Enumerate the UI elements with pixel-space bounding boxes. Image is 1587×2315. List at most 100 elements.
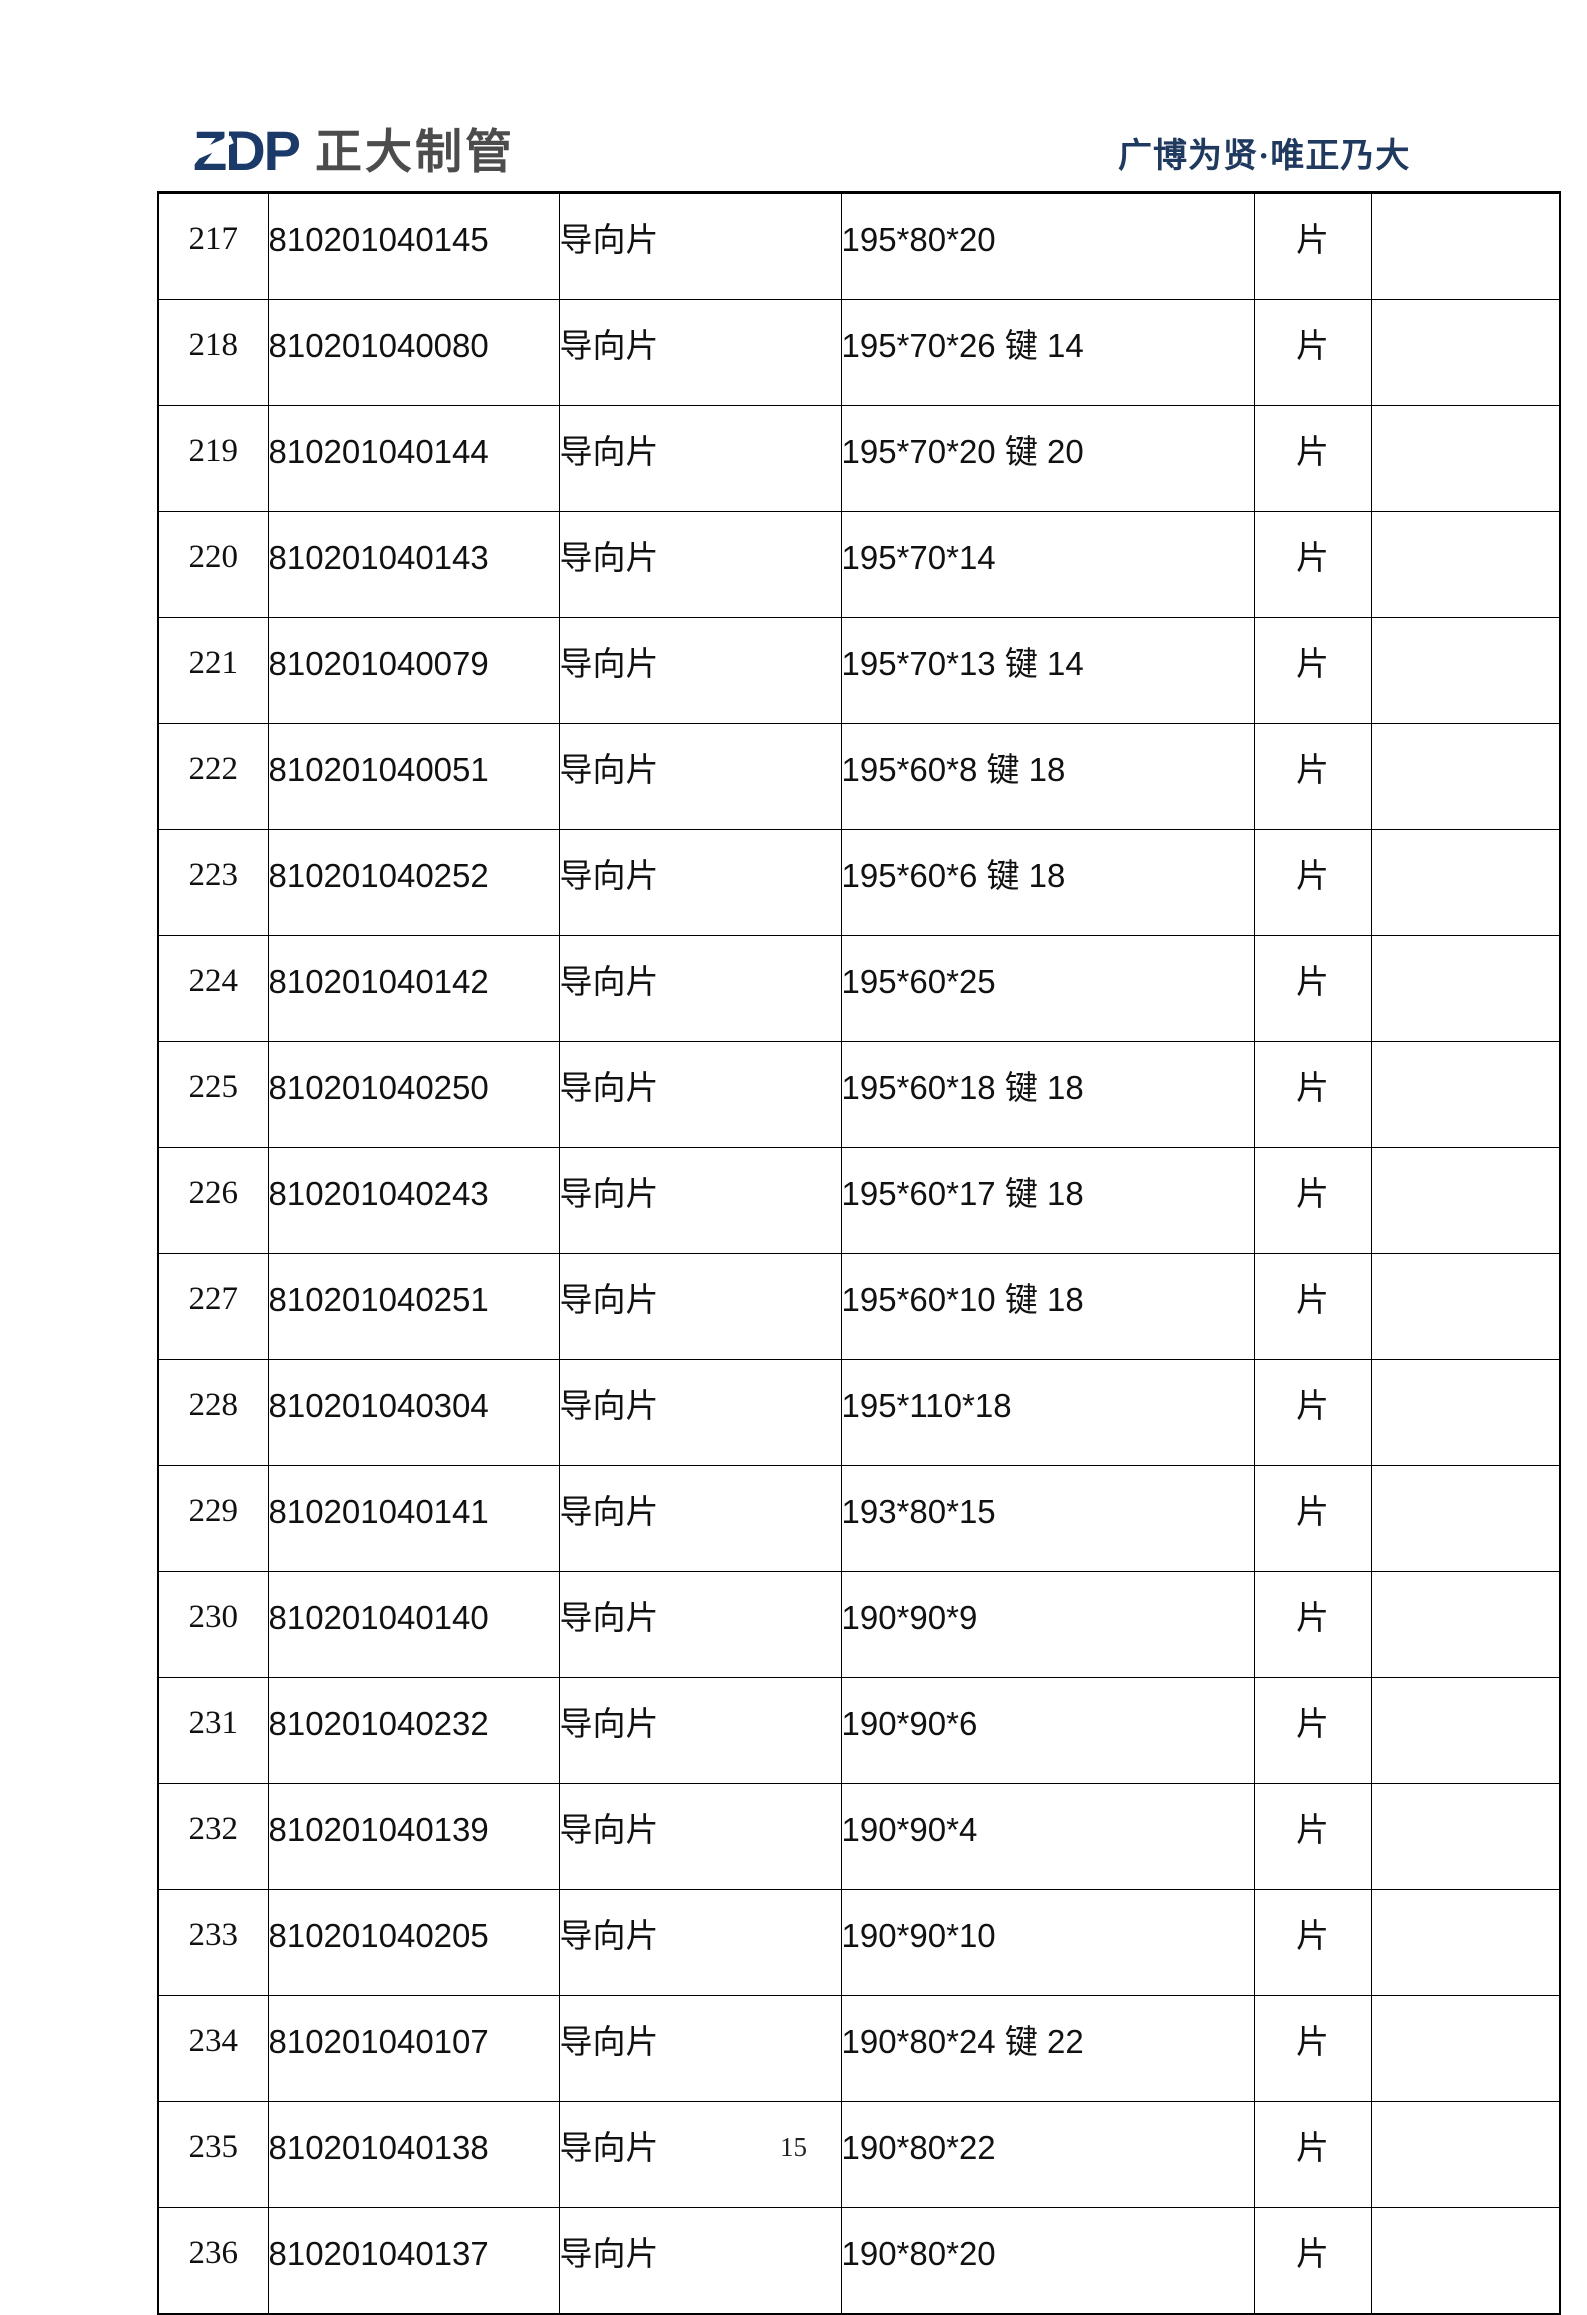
- part-note: [1370, 1359, 1561, 1466]
- table-row: 228 810201040304 导向片 195*110*18 片: [157, 1359, 1561, 1466]
- table-row: 232 810201040139 导向片 190*90*4 片: [157, 1783, 1561, 1890]
- part-spec: 195*70*20 键 20: [840, 405, 1255, 512]
- row-number: 225: [157, 1041, 269, 1148]
- part-spec: 190*80*24 键 22: [840, 1995, 1255, 2102]
- part-note: [1370, 723, 1561, 830]
- part-name: 导向片: [558, 1359, 842, 1466]
- table-row: 235 810201040138 导向片 190*80*22 片: [157, 2101, 1561, 2208]
- part-name: 导向片: [558, 1253, 842, 1360]
- part-name: 导向片: [558, 1041, 842, 1148]
- table-row: 234 810201040107 导向片 190*80*24 键 22 片: [157, 1995, 1561, 2102]
- part-code: 810201040141: [267, 1465, 560, 1572]
- row-number: 226: [157, 1147, 269, 1254]
- part-name: 导向片: [558, 723, 842, 830]
- part-unit: 片: [1253, 1041, 1372, 1148]
- part-code: 810201040205: [267, 1889, 560, 1996]
- part-name: 导向片: [558, 1783, 842, 1890]
- part-name: 导向片: [558, 1677, 842, 1784]
- part-note: [1370, 1995, 1561, 2102]
- part-name: 导向片: [558, 511, 842, 618]
- part-code: 810201040080: [267, 299, 560, 406]
- part-note: [1370, 1253, 1561, 1360]
- part-code: 810201040137: [267, 2207, 560, 2315]
- part-unit: 片: [1253, 299, 1372, 406]
- table-row: 219 810201040144 导向片 195*70*20 键 20 片: [157, 405, 1561, 512]
- row-number: 219: [157, 405, 269, 512]
- part-unit: 片: [1253, 2101, 1372, 2208]
- table-row: 229 810201040141 导向片 193*80*15 片: [157, 1465, 1561, 1572]
- part-unit: 片: [1253, 1571, 1372, 1678]
- part-spec: 195*60*18 键 18: [840, 1041, 1255, 1148]
- row-number: 217: [157, 192, 269, 300]
- zdp-logo-text: ZDP: [193, 119, 301, 182]
- part-unit: 片: [1253, 511, 1372, 618]
- row-number: 235: [157, 2101, 269, 2208]
- part-spec: 195*70*26 键 14: [840, 299, 1255, 406]
- part-unit: 片: [1253, 1465, 1372, 1572]
- part-name: 导向片: [558, 2101, 842, 2208]
- part-spec: 195*70*13 键 14: [840, 617, 1255, 724]
- part-spec: 195*60*8 键 18: [840, 723, 1255, 830]
- row-number: 232: [157, 1783, 269, 1890]
- part-spec: 195*60*6 键 18: [840, 829, 1255, 936]
- parts-table: 217 810201040145 导向片 195*80*20 片 218 810201040…: [157, 191, 1561, 2315]
- row-number: 224: [157, 935, 269, 1042]
- part-unit: 片: [1253, 1783, 1372, 1890]
- part-unit: 片: [1253, 1889, 1372, 1996]
- table-row: 230 810201040140 导向片 190*90*9 片: [157, 1571, 1561, 1678]
- part-note: [1370, 1677, 1561, 1784]
- part-spec: 195*110*18: [840, 1359, 1255, 1466]
- part-note: [1370, 299, 1561, 406]
- table-row: 217 810201040145 导向片 195*80*20 片: [157, 192, 1561, 300]
- part-note: [1370, 1147, 1561, 1254]
- row-number: 227: [157, 1253, 269, 1360]
- part-spec: 190*80*20: [840, 2207, 1255, 2315]
- part-note: [1370, 192, 1561, 300]
- row-number: 221: [157, 617, 269, 724]
- part-name: 导向片: [558, 192, 842, 300]
- part-code: 810201040138: [267, 2101, 560, 2208]
- row-number: 220: [157, 511, 269, 618]
- part-name: 导向片: [558, 935, 842, 1042]
- part-spec: 195*60*10 键 18: [840, 1253, 1255, 1360]
- part-name: 导向片: [558, 617, 842, 724]
- row-number: 233: [157, 1889, 269, 1996]
- row-number: 234: [157, 1995, 269, 2102]
- part-unit: 片: [1253, 1995, 1372, 2102]
- part-code: 810201040251: [267, 1253, 560, 1360]
- part-name: 导向片: [558, 2207, 842, 2315]
- part-code: 810201040144: [267, 405, 560, 512]
- table-row: 231 810201040232 导向片 190*90*6 片: [157, 1677, 1561, 1784]
- row-number: 229: [157, 1465, 269, 1572]
- part-spec: 190*90*9: [840, 1571, 1255, 1678]
- part-note: [1370, 1889, 1561, 1996]
- part-spec: 195*70*14: [840, 511, 1255, 618]
- table-row: 222 810201040051 导向片 195*60*8 键 18 片: [157, 723, 1561, 830]
- part-spec: 195*60*17 键 18: [840, 1147, 1255, 1254]
- part-code: 810201040145: [267, 192, 560, 300]
- table-row: 223 810201040252 导向片 195*60*6 键 18 片: [157, 829, 1561, 936]
- table-row: 233 810201040205 导向片 190*90*10 片: [157, 1889, 1561, 1996]
- table-row: 224 810201040142 导向片 195*60*25 片: [157, 935, 1561, 1042]
- part-note: [1370, 1783, 1561, 1890]
- part-note: [1370, 829, 1561, 936]
- part-name: 导向片: [558, 405, 842, 512]
- part-name: 导向片: [558, 829, 842, 936]
- part-code: 810201040243: [267, 1147, 560, 1254]
- part-spec: 190*90*6: [840, 1677, 1255, 1784]
- part-code: 810201040051: [267, 723, 560, 830]
- part-code: 810201040079: [267, 617, 560, 724]
- part-spec: 190*80*22: [840, 2101, 1255, 2208]
- zdp-logo: ZDP 正大制管: [192, 119, 515, 182]
- page-number: 15: [780, 2132, 807, 2162]
- part-spec: 190*90*10: [840, 1889, 1255, 1996]
- part-unit: 片: [1253, 723, 1372, 830]
- part-code: 810201040232: [267, 1677, 560, 1784]
- part-note: [1370, 935, 1561, 1042]
- company-slogan: 广博为贤·唯正乃大: [1118, 138, 1411, 175]
- table-row: 220 810201040143 导向片 195*70*14 片: [157, 511, 1561, 618]
- row-number: 222: [157, 723, 269, 830]
- part-unit: 片: [1253, 829, 1372, 936]
- company-name: 正大制管: [315, 124, 515, 178]
- row-number: 236: [157, 2207, 269, 2315]
